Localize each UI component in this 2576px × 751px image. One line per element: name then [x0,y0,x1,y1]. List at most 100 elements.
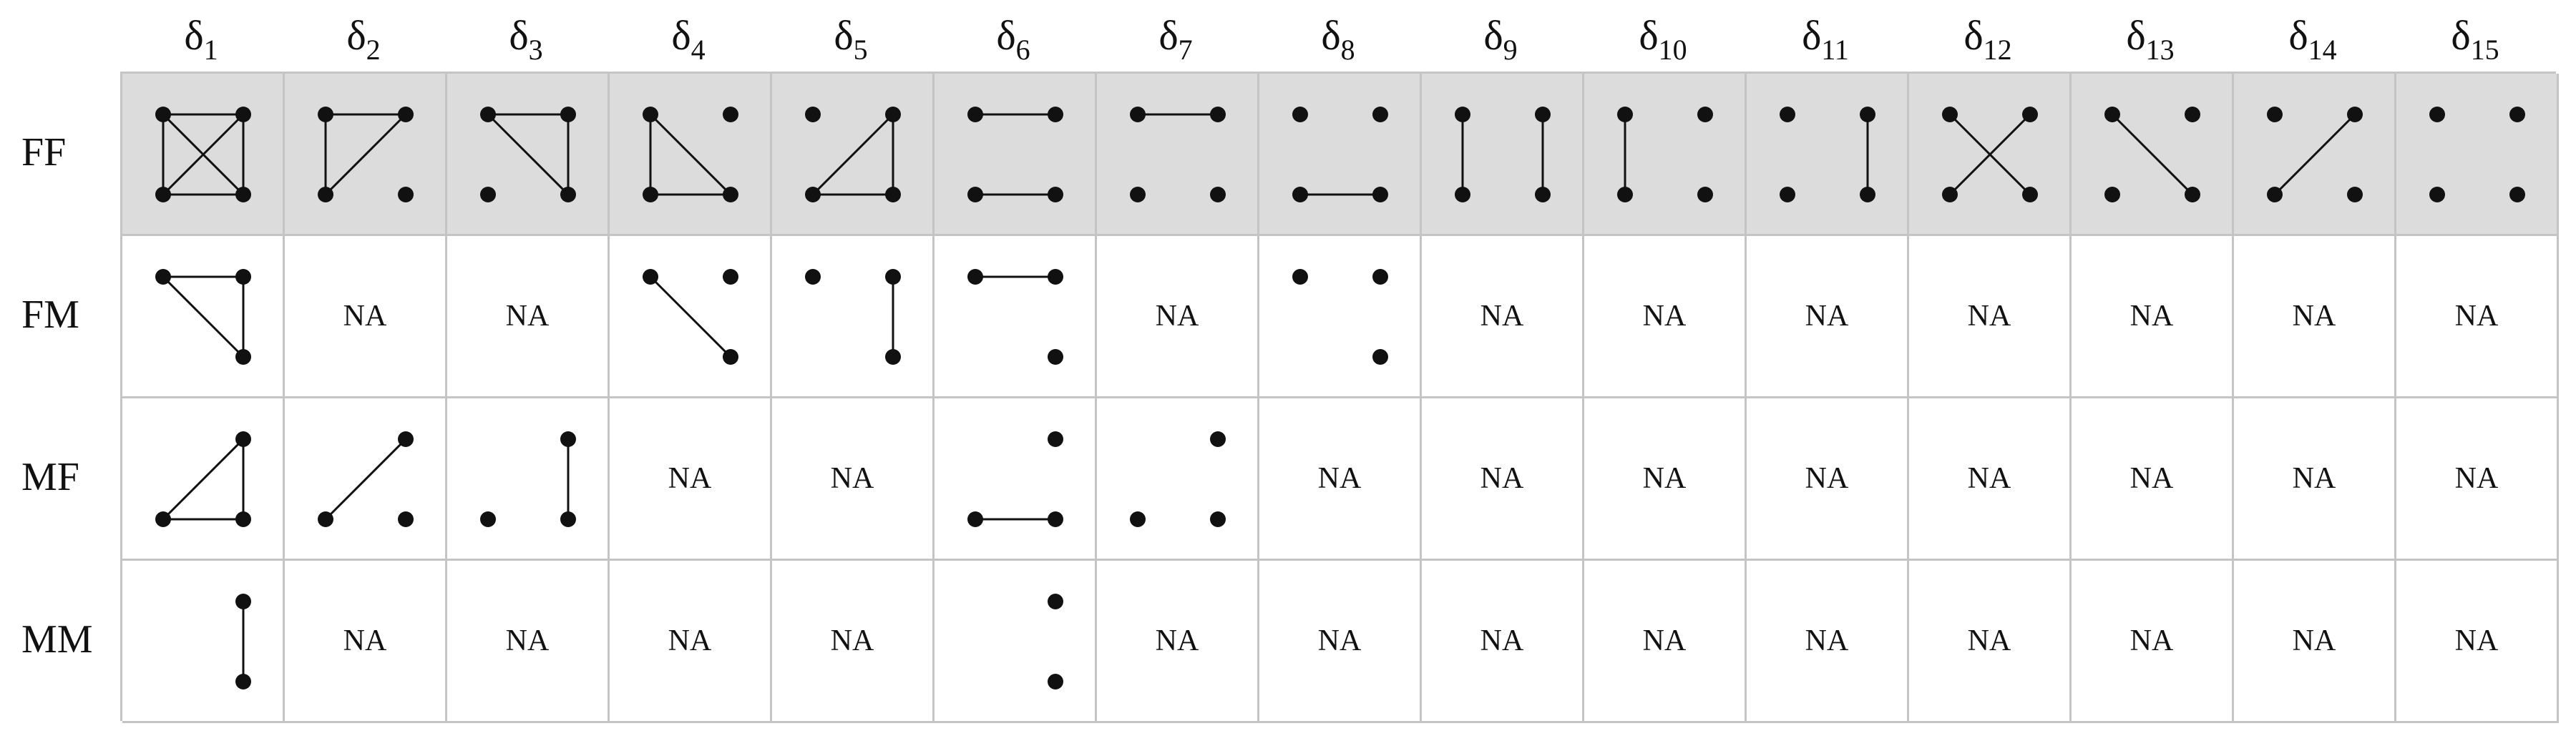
node-br [1048,349,1063,365]
node-br [2347,187,2363,202]
node-tr [2185,107,2200,122]
node-tr [1210,107,1226,122]
node-tl [2267,107,2283,122]
node-br [398,187,414,202]
column-header-delta-3: δ3 [445,7,607,66]
node-br [1372,187,1388,202]
column-header-subscript: 4 [691,34,706,66]
node-br [723,349,738,365]
na-label: NA [2292,300,2336,333]
edge-tr-bl [1948,113,2031,196]
node-br [1535,187,1551,202]
node-br [1048,511,1063,527]
na-label: NA [2129,300,2174,333]
column-header-subscript: 6 [1015,34,1030,66]
node-bl [967,511,983,527]
column-header-subscript: 1 [203,34,218,66]
na-label: NA [343,624,387,657]
column-header-subscript: 11 [1821,34,1849,66]
graph-diagram [967,269,1063,365]
cell-mf-delta-15: NA [2396,398,2559,561]
column-header-symbol: δ [671,12,691,59]
cell-mf-delta-4: NA [610,398,772,561]
graph-diagram [1130,107,1226,202]
node-br [235,511,251,527]
column-header-subscript: 5 [853,34,868,66]
na-label: NA [830,462,874,495]
edge-tl-br [649,113,732,196]
graph-diagram [155,107,251,202]
cell-mm-delta-11: NA [1747,561,1909,723]
column-header-subscript: 3 [528,34,543,66]
na-label: NA [2292,624,2336,657]
column-header-subscript: 10 [1658,34,1687,66]
cell-ff-delta-13 [2072,74,2234,236]
cell-mm-delta-7: NA [1097,561,1259,723]
node-br [885,349,901,365]
cell-ff-delta-6 [935,74,1097,236]
node-tl [1292,107,1308,122]
column-header-subscript: 13 [2145,34,2175,66]
cell-fm-delta-6 [935,236,1097,398]
node-bl [1617,187,1633,202]
node-tr [2347,107,2363,122]
cell-mf-delta-11: NA [1747,398,1909,561]
cell-fm-delta-13: NA [2072,236,2234,398]
node-br [1210,187,1226,202]
node-tl [155,107,171,122]
cell-mm-delta-15: NA [2396,561,2559,723]
cell-mf-delta-6 [935,398,1097,561]
edge-tr-bl [324,438,407,521]
node-bl [2429,187,2445,202]
node-bl [1942,187,1958,202]
graph-diagram [805,107,901,202]
column-header-symbol: δ [2451,12,2471,59]
cell-mf-delta-3 [447,398,610,561]
node-tr [398,431,414,447]
table-row-mf: NA NA NA NA NA NA NA NA NA NA [122,398,2559,561]
node-br [1697,187,1713,202]
column-header-delta-6: δ6 [932,7,1094,66]
cell-fm-delta-2: NA [285,236,447,398]
column-header-symbol: δ [996,12,1016,59]
node-tl [1292,269,1308,285]
row-headers: FF FM MF MM [0,72,120,721]
na-label: NA [668,462,712,495]
node-tl [2429,107,2445,122]
cell-fm-delta-12: NA [1909,236,2072,398]
na-label: NA [668,624,712,657]
cell-fm-delta-5 [772,236,935,398]
node-tr [1372,269,1388,285]
cell-ff-delta-2 [285,74,447,236]
graph-diagram [318,107,414,202]
graph-diagram [1292,107,1388,202]
node-br [2185,187,2200,202]
node-tr [1372,107,1388,122]
node-tr [1860,107,1875,122]
node-tr [723,107,738,122]
node-tr [398,107,414,122]
cell-ff-delta-5 [772,74,935,236]
node-bl [318,511,333,527]
cell-mf-delta-14: NA [2234,398,2396,561]
cell-mm-delta-3: NA [447,561,610,723]
column-header-subscript: 9 [1503,34,1518,66]
graph-diagram [235,594,251,689]
column-header-symbol: δ [1802,12,1822,59]
cell-fm-delta-1 [122,236,285,398]
node-tr [2022,107,2038,122]
na-label: NA [343,300,387,333]
cell-ff-delta-9 [1422,74,1584,236]
na-label: NA [2292,462,2336,495]
node-bl [1292,187,1308,202]
cell-mm-delta-4: NA [610,561,772,723]
na-label: NA [2129,624,2174,657]
node-tr [560,431,576,447]
na-label: NA [2454,624,2499,657]
node-br [885,187,901,202]
cell-mf-delta-2 [285,398,447,561]
table-row-ff [122,74,2559,236]
cell-mm-delta-10: NA [1584,561,1747,723]
node-tl [1617,107,1633,122]
